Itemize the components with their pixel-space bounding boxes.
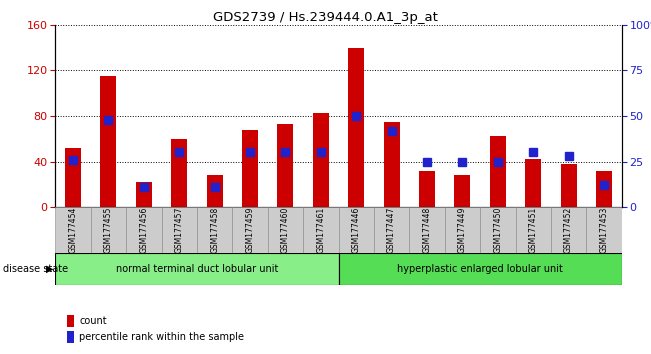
Bar bbox=[303, 207, 339, 253]
Text: GSM177450: GSM177450 bbox=[493, 207, 503, 253]
Text: count: count bbox=[79, 316, 107, 326]
Bar bbox=[161, 207, 197, 253]
Text: hyperplastic enlarged lobular unit: hyperplastic enlarged lobular unit bbox=[397, 264, 563, 274]
Bar bbox=[197, 207, 232, 253]
Text: GSM177448: GSM177448 bbox=[422, 207, 432, 253]
Bar bbox=[348, 47, 364, 207]
Text: GSM177461: GSM177461 bbox=[316, 207, 326, 253]
Bar bbox=[339, 207, 374, 253]
Bar bbox=[445, 207, 480, 253]
Text: disease state: disease state bbox=[3, 264, 68, 274]
Bar bbox=[409, 207, 445, 253]
Text: GSM177454: GSM177454 bbox=[68, 207, 77, 253]
Text: normal terminal duct lobular unit: normal terminal duct lobular unit bbox=[116, 264, 278, 274]
Bar bbox=[454, 175, 471, 207]
Bar bbox=[561, 164, 577, 207]
Bar bbox=[66, 331, 74, 343]
Text: GSM177452: GSM177452 bbox=[564, 207, 573, 253]
Bar bbox=[242, 130, 258, 207]
Bar bbox=[136, 182, 152, 207]
Bar bbox=[551, 207, 587, 253]
Text: GSM177456: GSM177456 bbox=[139, 207, 148, 253]
Text: GDS2739 / Hs.239444.0.A1_3p_at: GDS2739 / Hs.239444.0.A1_3p_at bbox=[213, 11, 438, 24]
Bar bbox=[66, 315, 74, 327]
Bar bbox=[126, 207, 161, 253]
Text: GSM177447: GSM177447 bbox=[387, 207, 396, 253]
Bar bbox=[55, 253, 339, 285]
Text: GSM177460: GSM177460 bbox=[281, 207, 290, 253]
Bar bbox=[419, 171, 435, 207]
Text: GSM177446: GSM177446 bbox=[352, 207, 361, 253]
Bar bbox=[339, 253, 622, 285]
Bar bbox=[55, 207, 90, 253]
Text: GSM177455: GSM177455 bbox=[104, 207, 113, 253]
Bar bbox=[100, 76, 117, 207]
Text: GSM177459: GSM177459 bbox=[245, 207, 255, 253]
Bar bbox=[587, 207, 622, 253]
Bar bbox=[232, 207, 268, 253]
Bar bbox=[313, 113, 329, 207]
Bar bbox=[277, 124, 294, 207]
Bar bbox=[516, 207, 551, 253]
Bar bbox=[490, 136, 506, 207]
Bar bbox=[596, 171, 612, 207]
Bar bbox=[90, 207, 126, 253]
Bar bbox=[480, 207, 516, 253]
Text: GSM177457: GSM177457 bbox=[174, 207, 184, 253]
Text: ▶: ▶ bbox=[46, 264, 53, 274]
Bar bbox=[525, 159, 541, 207]
Bar bbox=[268, 207, 303, 253]
Bar bbox=[206, 175, 223, 207]
Text: GSM177449: GSM177449 bbox=[458, 207, 467, 253]
Bar bbox=[65, 148, 81, 207]
Text: GSM177451: GSM177451 bbox=[529, 207, 538, 253]
Bar bbox=[383, 122, 400, 207]
Text: GSM177458: GSM177458 bbox=[210, 207, 219, 253]
Text: GSM177453: GSM177453 bbox=[600, 207, 609, 253]
Bar bbox=[171, 139, 187, 207]
Bar bbox=[374, 207, 409, 253]
Text: percentile rank within the sample: percentile rank within the sample bbox=[79, 332, 244, 342]
